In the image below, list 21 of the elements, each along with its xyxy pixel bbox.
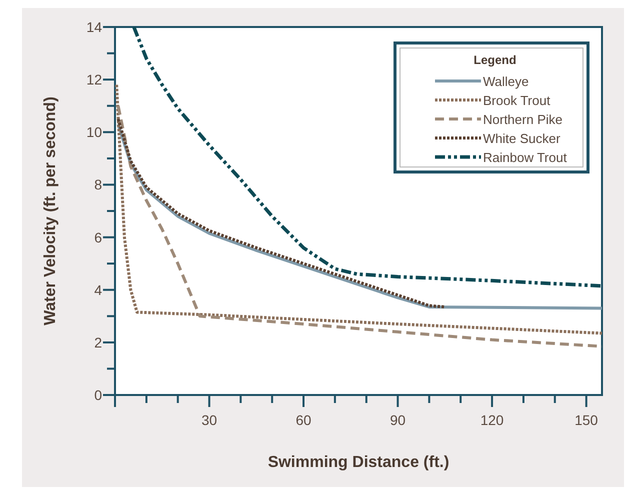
y-tick-label: 12 bbox=[86, 72, 102, 88]
y-tick-label: 2 bbox=[94, 334, 102, 350]
legend-label: White Sucker bbox=[483, 131, 561, 146]
y-tick-label: 4 bbox=[94, 282, 102, 298]
x-tick-label: 60 bbox=[296, 412, 312, 428]
x-tick-label: 120 bbox=[480, 412, 504, 428]
y-tick-label: 14 bbox=[86, 19, 102, 35]
x-tick-label: 90 bbox=[390, 412, 406, 428]
legend-title: Legend bbox=[474, 53, 516, 67]
y-axis-title: Water Velocity (ft. per second) bbox=[42, 96, 59, 326]
y-tick-label: 8 bbox=[94, 176, 102, 193]
y-tick-label: 10 bbox=[86, 124, 102, 140]
x-axis-title: Swimming Distance (ft.) bbox=[268, 454, 450, 471]
legend-label: Northern Pike bbox=[483, 112, 562, 127]
x-tick-label: 150 bbox=[574, 412, 598, 428]
legend-label: Walleye bbox=[483, 74, 529, 89]
y-tick-label: 6 bbox=[94, 229, 102, 246]
x-tick-label: 30 bbox=[201, 412, 218, 428]
y-tick-label: 0 bbox=[94, 387, 102, 403]
legend-label: Brook Trout bbox=[483, 93, 551, 108]
legend-label: Rainbow Trout bbox=[483, 150, 568, 165]
